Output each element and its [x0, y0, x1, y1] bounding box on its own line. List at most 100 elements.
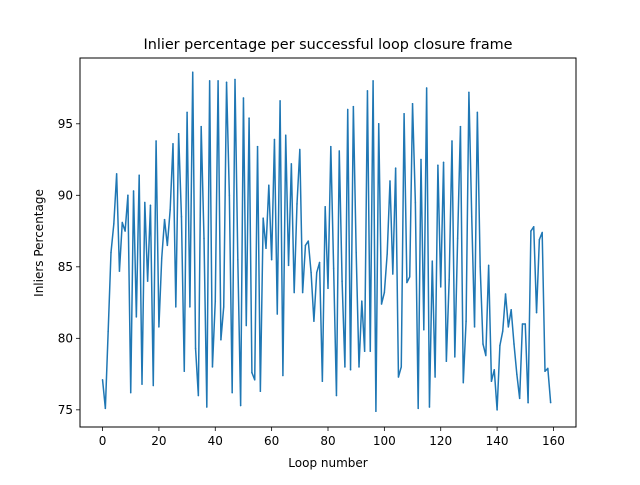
data-point — [135, 316, 138, 318]
data-point — [183, 370, 186, 372]
data-point — [155, 140, 157, 142]
data-point — [454, 356, 456, 358]
data-point — [191, 71, 194, 74]
data-point — [239, 404, 242, 407]
data-point — [262, 217, 264, 219]
data-point — [442, 161, 445, 164]
data-point — [507, 326, 510, 328]
data-point — [163, 218, 166, 221]
data-point — [532, 226, 535, 228]
data-point — [214, 300, 217, 302]
data-point — [414, 201, 417, 204]
data-point — [253, 379, 256, 381]
data-point — [423, 328, 425, 331]
x-tick-label: 0 — [99, 434, 107, 448]
data-point — [366, 90, 369, 92]
data-point — [535, 311, 538, 314]
data-point — [166, 244, 169, 247]
data-point — [276, 313, 279, 315]
data-point — [203, 237, 205, 239]
data-point — [107, 330, 109, 332]
data-point — [510, 308, 512, 311]
data-point — [330, 145, 332, 148]
data-point — [256, 145, 259, 148]
data-point — [541, 231, 543, 234]
data-point — [225, 81, 228, 84]
data-point — [338, 150, 341, 152]
data-point — [485, 354, 487, 357]
data-point — [208, 80, 211, 82]
data-point — [400, 366, 403, 368]
data-point — [490, 380, 493, 382]
data-point — [346, 108, 349, 111]
data-point — [363, 350, 366, 352]
data-point — [493, 369, 496, 371]
data-point — [408, 276, 411, 278]
data-point — [417, 407, 419, 410]
y-tick-label: 85 — [58, 260, 73, 274]
data-point — [245, 324, 248, 327]
y-axis-label: Inliers Percentage — [32, 189, 46, 297]
data-point — [459, 125, 462, 128]
data-point — [152, 384, 155, 387]
data-point — [392, 273, 394, 275]
data-point — [315, 271, 318, 274]
data-point — [242, 97, 245, 99]
data-point — [527, 401, 529, 404]
data-point — [146, 280, 149, 282]
data-point — [200, 125, 202, 128]
data-point — [448, 278, 450, 281]
data-point — [434, 376, 436, 378]
data-point — [220, 339, 222, 341]
data-point — [206, 406, 208, 408]
data-point — [265, 247, 267, 249]
data-point — [121, 221, 124, 224]
x-tick-label: 100 — [373, 434, 396, 448]
data-point — [118, 270, 121, 272]
data-point — [524, 323, 527, 325]
data-point — [349, 369, 352, 371]
data-point — [327, 287, 329, 290]
data-point — [189, 306, 191, 308]
data-point — [110, 251, 112, 254]
data-point — [234, 78, 236, 81]
data-point — [518, 397, 521, 400]
data-point — [101, 379, 104, 381]
axis-ticks: 0 20 40 60 80 100 120 140 160 75 80 85 90 95 — [58, 117, 565, 448]
data-point — [473, 326, 476, 328]
data-point — [411, 103, 414, 105]
data-point — [282, 374, 284, 377]
data-point — [389, 180, 391, 182]
data-point — [158, 326, 160, 328]
data-point — [513, 343, 515, 345]
data-point — [301, 291, 304, 294]
y-tick-label: 90 — [58, 188, 73, 202]
data-point — [144, 201, 146, 204]
data-point — [375, 410, 377, 413]
data-point — [259, 390, 262, 392]
data-point — [428, 406, 431, 408]
data-point — [251, 371, 253, 374]
data-point — [437, 164, 439, 167]
data-point — [383, 291, 386, 294]
y-tick-label: 75 — [58, 403, 73, 417]
data-point — [530, 230, 532, 232]
data-point — [113, 223, 115, 225]
data-point — [228, 194, 231, 197]
data-point — [310, 271, 312, 274]
data-point — [273, 138, 276, 141]
data-point — [231, 391, 233, 394]
data-point — [180, 216, 183, 218]
data-point — [521, 323, 524, 325]
data-point — [299, 148, 301, 151]
data-point — [169, 208, 171, 211]
data-point — [380, 303, 383, 305]
data-point — [160, 257, 163, 259]
x-tick-label: 40 — [208, 434, 223, 448]
plot-area-frame — [79, 57, 577, 428]
data-point — [222, 306, 225, 308]
data-point — [501, 330, 504, 332]
data-point — [132, 190, 135, 192]
data-point — [547, 367, 549, 370]
